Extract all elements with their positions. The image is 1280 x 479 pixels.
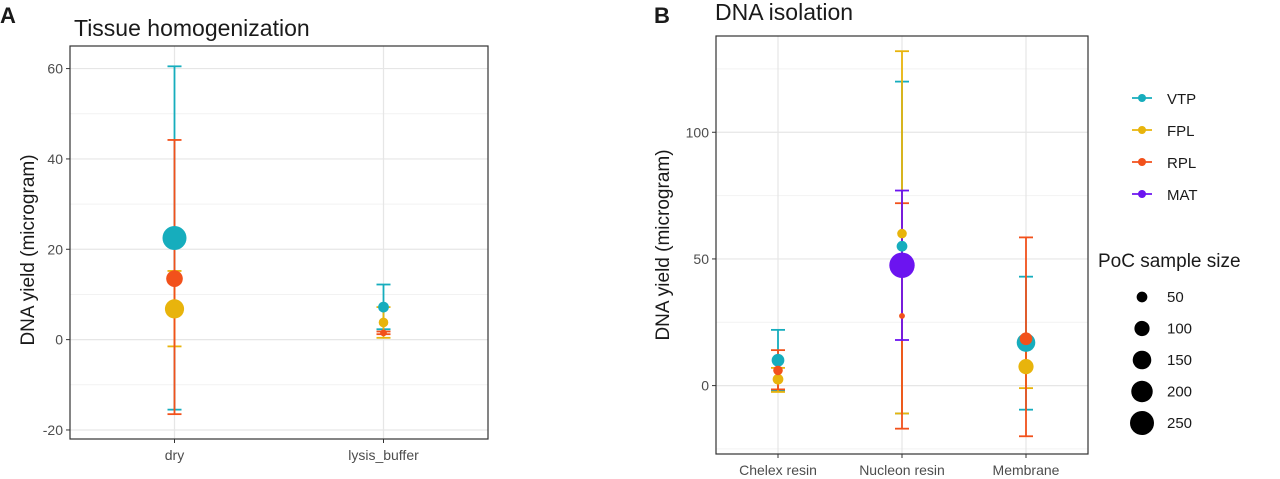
panel-b-x-tick-label: Membrane: [993, 462, 1060, 478]
panel-a-lysis-buffer-rpl-point: [380, 329, 387, 337]
panel-b-y-axis-label: DNA yield (microgram): [653, 149, 674, 340]
panel-a-lysis-buffer-fpl-point: [378, 317, 389, 328]
panel-b-nucleon-resin-vtp-point: [896, 240, 908, 252]
panel-a-panel-border: [69, 45, 489, 440]
panel-b-nucleon-resin-mat-point: [889, 252, 915, 278]
panel-a-x-tick-label: lysis_buffer: [348, 447, 419, 463]
panel-b-plot: 0 50 100 Chelex resin Nucleon resin Membrane: [686, 35, 1089, 478]
size-legend-dot-100: [1134, 320, 1150, 337]
panel-a-y-tick-label: 20: [47, 241, 63, 257]
panel-a-dry-vtp-point: [162, 225, 187, 250]
size-legend-label-100: 100: [1167, 321, 1192, 338]
panel-b-y-tick-label: 100: [686, 124, 710, 140]
size-legend-dot-250: [1130, 411, 1154, 435]
panel-a-y-tick-label: 0: [55, 332, 63, 348]
panel-b-nucleon-resin-rpl-point: [899, 312, 905, 319]
legend-mat-label: MAT: [1167, 187, 1198, 204]
panel-b-label: B: [654, 3, 670, 28]
size-legend-label-250: 250: [1167, 415, 1192, 432]
panel-b-chelex-resin-vtp-point: [771, 353, 785, 367]
legend-rpl-label: RPL: [1167, 155, 1196, 172]
panel-a-dry-fpl-point: [164, 299, 185, 319]
panel-a-y-tick-label: -20: [43, 422, 63, 438]
panel-a-label: A: [0, 3, 16, 28]
legend-rpl-dot: [1138, 158, 1146, 166]
panel-b-y-tick-label: 0: [701, 378, 709, 394]
panel-a-dry-rpl-point: [166, 270, 183, 287]
size-legend-label-200: 200: [1167, 384, 1192, 401]
panel-b-membrane-fpl-point: [1018, 359, 1034, 375]
legend-fpl-dot: [1138, 126, 1146, 134]
size-legend-dot-200: [1131, 380, 1153, 403]
group-legend: VTP FPL RPL MAT: [1132, 91, 1198, 204]
panel-a-plot-background: [70, 46, 488, 439]
panel-a-x-tick-label: dry: [165, 447, 184, 463]
panel-b-x-tick-label: Chelex resin: [739, 462, 817, 478]
panel-b-x-tick-label: Nucleon resin: [859, 462, 945, 478]
size-legend-label-50: 50: [1167, 289, 1184, 306]
panel-a-lysis-buffer-vtp-point: [378, 301, 389, 313]
panel-b-nucleon-resin-fpl-point: [897, 228, 907, 239]
panel-b-membrane-rpl-point: [1019, 332, 1033, 346]
panel-b-y-tick-label: 50: [693, 251, 709, 267]
panel-a-plot: -20 0 20 40 60 dry lysis_buffer: [43, 45, 489, 463]
legend-fpl-label: FPL: [1167, 123, 1195, 140]
panel-b-title: DNA isolation: [715, 0, 853, 25]
panel-b-chelex-resin-fpl-point: [772, 373, 784, 385]
panel-a-y-axis-label: DNA yield (microgram): [18, 154, 39, 345]
legend-vtp-label: VTP: [1167, 91, 1196, 108]
panel-b-chelex-resin-rpl-point: [773, 365, 783, 376]
panel-a-y-tick-label: 60: [47, 61, 63, 77]
legend-vtp-dot: [1138, 94, 1146, 102]
size-legend-dot-150: [1132, 350, 1152, 370]
legend-mat-dot: [1138, 190, 1146, 198]
size-legend-label-150: 150: [1167, 352, 1192, 369]
size-legend: 50 100 150 200 250: [1130, 289, 1192, 435]
panel-a-title: Tissue homogenization: [74, 15, 310, 41]
size-legend-title: PoC sample size: [1098, 251, 1241, 272]
size-legend-dot-50: [1136, 291, 1148, 303]
panel-a-y-tick-label: 40: [47, 151, 63, 167]
